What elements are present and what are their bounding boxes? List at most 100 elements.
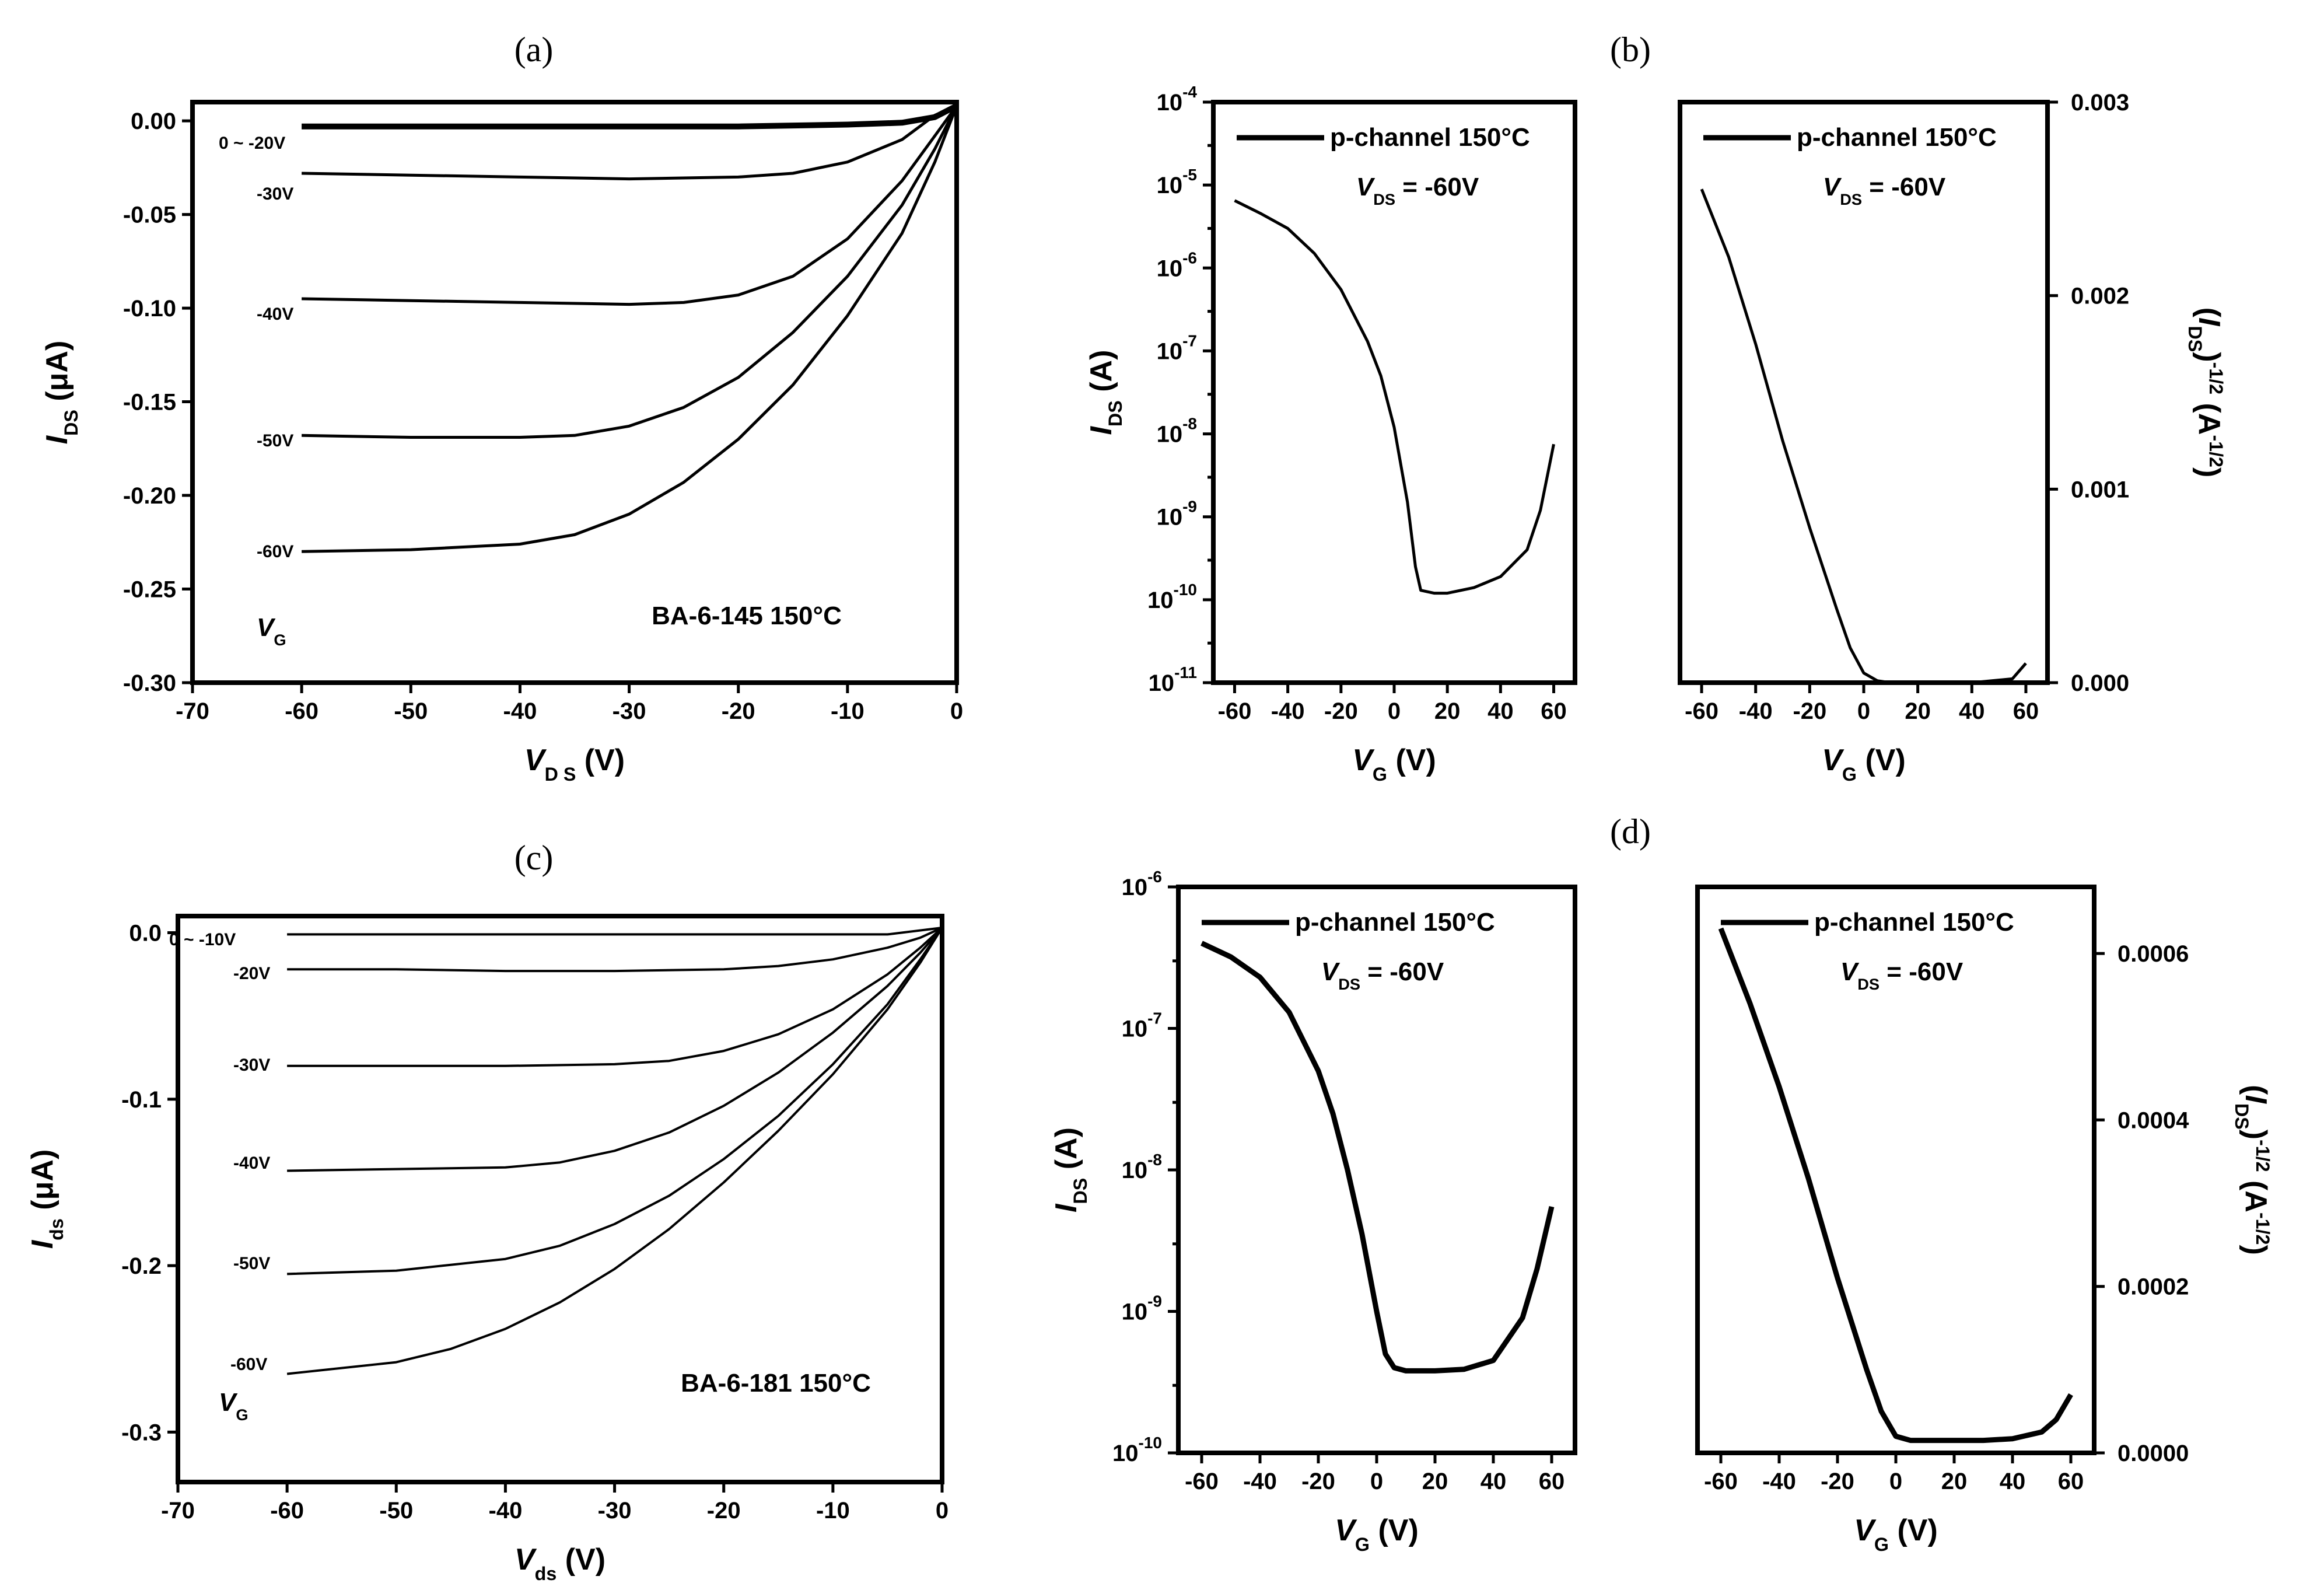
x-axis-title: VG (V) — [1822, 743, 1906, 785]
x-tick-label: -70 — [161, 1498, 195, 1523]
y-tick-label: -0.30 — [123, 670, 176, 696]
series-line — [287, 927, 942, 1172]
y-tick-label: 10-7 — [1157, 331, 1197, 364]
x-tick-label: 40 — [1480, 1469, 1507, 1494]
x-axis-title: Vds (V) — [514, 1543, 606, 1584]
x-tick-label: 40 — [1959, 698, 1985, 724]
x-tick-label: -10 — [831, 698, 864, 724]
y-tick-label: 0.003 — [2071, 90, 2129, 116]
y-tick-label: 10-6 — [1122, 868, 1162, 900]
chart-panel-c: -70 -60 -50 -40 -30 -20 -10 0 0.0 -0.1 -0.2 -0.3 Vds… — [26, 838, 949, 1584]
series-line — [1700, 188, 2027, 683]
x-tick-label: -20 — [722, 698, 755, 724]
sample-annotation: BA-6-181 150°C — [681, 1369, 871, 1397]
x-tick-label: 20 — [1941, 1469, 1968, 1494]
x-tick-label: -60 — [1704, 1469, 1738, 1494]
x-tick-label: -20 — [1793, 698, 1826, 724]
panel-label: (a) — [514, 30, 554, 69]
y-tick-label: 10-9 — [1157, 498, 1197, 530]
vds-annotation: VDS = -60V — [1356, 173, 1479, 208]
curve-label: -40V — [257, 305, 293, 324]
x-tick-label: -30 — [612, 698, 646, 724]
x-axis-title: VG (V) — [1352, 743, 1436, 785]
vds-annotation: VDS = -60V — [1321, 958, 1444, 993]
curve-label: -40V — [233, 1154, 270, 1173]
x-tick-label: -40 — [1739, 698, 1773, 724]
y-tick-label: 10-10 — [1112, 1434, 1162, 1466]
curve-label: 0 ~ -20V — [219, 134, 285, 153]
series-line — [287, 927, 942, 1067]
x-tick-label: -40 — [503, 698, 537, 724]
x-tick-label: 60 — [1541, 698, 1567, 724]
x-tick-label: -20 — [1301, 1469, 1335, 1494]
x-tick-label: -20 — [1821, 1469, 1854, 1494]
vds-annotation: VDS = -60V — [1823, 173, 1946, 208]
legend-label: p-channel 150°C — [1814, 908, 2014, 936]
series-line — [1718, 927, 2073, 1444]
y-tick-label: 10-8 — [1157, 415, 1197, 448]
x-tick-label: -40 — [489, 1498, 523, 1523]
sample-annotation: BA-6-145 150°C — [652, 602, 842, 630]
series-line — [287, 927, 942, 936]
y-tick-label: 0.000 — [2071, 670, 2129, 696]
y-tick-label: -0.3 — [121, 1420, 162, 1445]
series-line — [287, 927, 942, 1276]
plot-frame — [176, 914, 944, 1484]
x-tick-label: -60 — [1218, 698, 1252, 724]
x-tick-label: -20 — [1324, 698, 1358, 724]
y-axis-title: (IDS)-1/2 (A-1/2) — [2231, 1085, 2273, 1255]
x-tick-label: -60 — [1685, 698, 1718, 724]
x-tick-label: 0 — [1370, 1469, 1383, 1494]
x-tick-label: 60 — [1539, 1469, 1565, 1494]
x-tick-label: -60 — [270, 1498, 304, 1523]
x-tick-label: -40 — [1243, 1469, 1277, 1494]
series-line — [1200, 941, 1555, 1374]
y-axis-title: Ids (μA) — [26, 1149, 67, 1249]
x-tick-label: 60 — [2013, 698, 2039, 724]
chart-panel-d-right: -60 -40 -20 0 20 40 60 0.0000 0.0002 0.0004 0.0006… — [1695, 885, 2273, 1555]
chart-panel-b-right: -60 -40 -20 0 20 40 60 0.000 0.001 0.002 0.003 VG (… — [1678, 90, 2227, 785]
curve-label: -60V — [230, 1355, 267, 1374]
series-line — [287, 927, 942, 973]
x-tick-label: 40 — [1488, 698, 1514, 724]
y-tick-label: 0.0002 — [2118, 1274, 2189, 1300]
y-tick-label: 10-6 — [1157, 249, 1197, 281]
panel-label: (d) — [1610, 812, 1651, 851]
curve-label: -20V — [233, 964, 270, 983]
y-tick-label: 10-5 — [1157, 166, 1197, 198]
x-tick-label: 0 — [936, 1498, 949, 1523]
x-tick-label: -50 — [394, 698, 428, 724]
y-tick-label: 10-9 — [1122, 1292, 1162, 1325]
x-tick-label: 40 — [2000, 1469, 2026, 1494]
y-tick-label: 0.0000 — [2118, 1441, 2189, 1466]
x-tick-label: 0 — [950, 698, 963, 724]
y-tick-label: -0.15 — [123, 390, 176, 415]
y-tick-label: 10-10 — [1147, 581, 1197, 613]
legend-label: p-channel 150°C — [1797, 123, 1997, 152]
x-tick-label: 20 — [1422, 1469, 1448, 1494]
y-tick-label: 10-7 — [1122, 1009, 1162, 1042]
x-tick-label: -30 — [598, 1498, 632, 1523]
x-tick-label: 0 — [1388, 698, 1401, 724]
x-tick-label: -40 — [1271, 698, 1305, 724]
y-tick-label: -0.2 — [121, 1253, 162, 1279]
gate-label: VG — [219, 1388, 249, 1424]
x-tick-label: -40 — [1762, 1469, 1796, 1494]
y-tick-label: 0.0004 — [2118, 1107, 2189, 1133]
y-tick-label: -0.25 — [123, 577, 176, 603]
chart-panel-b-left: -60 -40 -20 0 20 40 60 10-11 10-10 10-9 10-8 10-7 10… — [1084, 30, 1651, 785]
y-axis-title: IDS (A) — [1049, 1127, 1091, 1212]
x-axis-title: VD S (V) — [524, 743, 625, 785]
x-tick-label: -60 — [285, 698, 318, 724]
series-line — [302, 105, 957, 439]
legend-label: p-channel 150°C — [1295, 908, 1495, 936]
panel-label: (b) — [1610, 30, 1651, 69]
y-axis-title: IDS (A) — [1084, 350, 1126, 435]
y-tick-label: -0.05 — [123, 202, 176, 228]
y-tick-label: -0.20 — [123, 483, 176, 509]
vds-annotation: VDS = -60V — [1840, 958, 1964, 993]
x-tick-label: 60 — [2058, 1469, 2084, 1494]
y-tick-label: 0.0006 — [2118, 941, 2189, 967]
curve-label: -30V — [257, 184, 293, 204]
y-tick-label: 10-4 — [1157, 83, 1198, 116]
